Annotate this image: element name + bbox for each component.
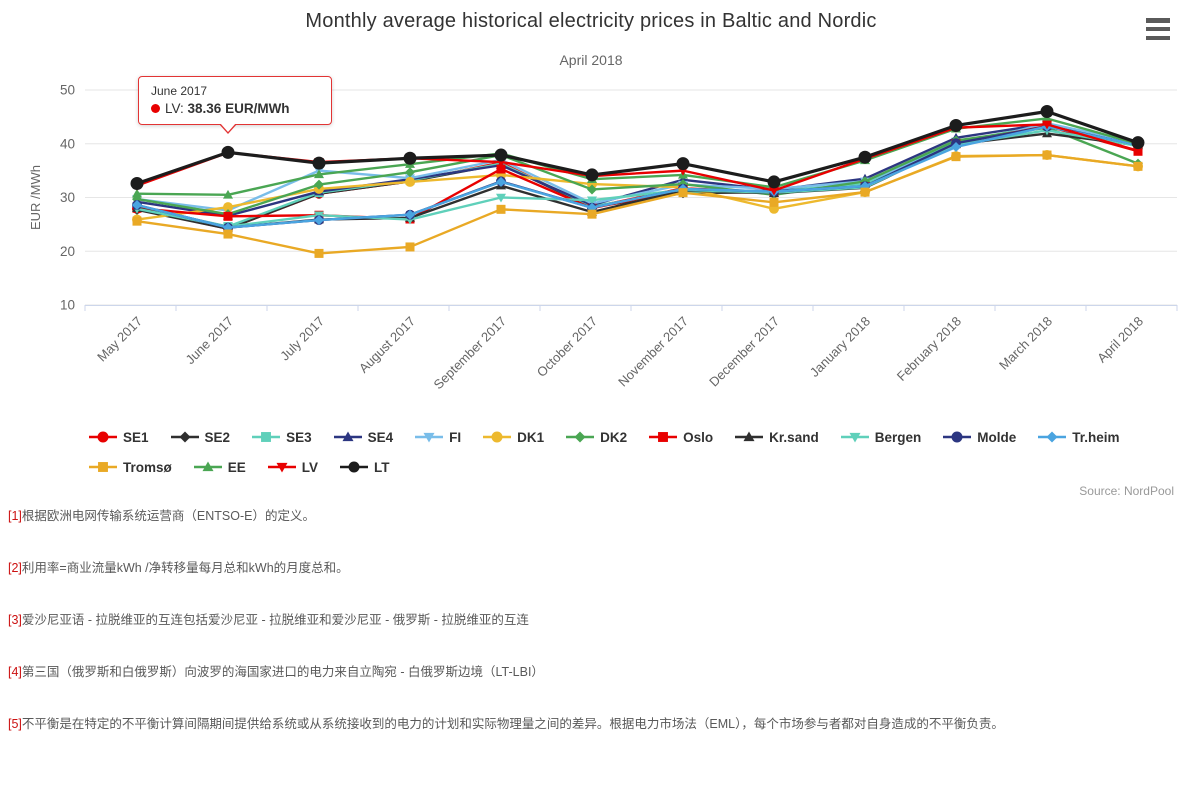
legend-item-trheim[interactable]: Tr.heim	[1037, 429, 1120, 445]
legend-marker-icon	[89, 431, 117, 443]
legend-label: SE2	[204, 429, 231, 445]
legend-item-krsand[interactable]: Kr.sand	[734, 429, 819, 445]
legend-item-dk1[interactable]: DK1	[482, 429, 544, 445]
legend-label: Oslo	[683, 429, 714, 445]
legend-item-lt[interactable]: LT	[339, 459, 390, 475]
series-Tromsø	[132, 150, 1143, 258]
source-credit: Source: NordPool	[1079, 484, 1174, 498]
legend-label: SE4	[367, 429, 394, 445]
legend-marker-icon	[89, 462, 117, 472]
legend-label: FI	[449, 429, 462, 445]
svg-text:50: 50	[60, 83, 75, 98]
legend-label: LT	[374, 459, 390, 475]
footnotes: [1]根据欧洲电网传输系统运营商（ENTSO-E）的定义。 [2]利用率=商业流…	[8, 507, 1174, 767]
legend-marker-icon	[1038, 431, 1067, 443]
svg-text:November 2017: November 2017	[615, 314, 691, 390]
svg-text:March 2018: March 2018	[996, 314, 1055, 373]
legend-marker-icon	[267, 462, 296, 473]
svg-text:February 2018: February 2018	[894, 314, 964, 384]
legend-marker-icon	[170, 431, 199, 443]
svg-text:April 2018: April 2018	[1094, 314, 1146, 366]
tooltip-value: 38.36 EUR/MWh	[187, 101, 290, 116]
svg-text:10: 10	[60, 298, 75, 313]
legend-item-bergen[interactable]: Bergen	[840, 429, 922, 445]
legend-item-dk2[interactable]: DK2	[565, 429, 627, 445]
legend-label: DK1	[517, 429, 545, 445]
legend-marker-icon	[193, 461, 222, 472]
legend-item-troms[interactable]: Tromsø	[88, 459, 172, 475]
legend-marker-icon	[483, 431, 512, 443]
legend-item-se1[interactable]: SE1	[88, 429, 149, 445]
svg-text:October 2017: October 2017	[534, 314, 600, 380]
tooltip-month: June 2017	[151, 84, 208, 98]
legend-label: Molde	[977, 429, 1017, 445]
legend-marker-icon	[340, 461, 369, 473]
svg-text:January 2018: January 2018	[807, 314, 873, 380]
footnote-3: [3]爱沙尼亚语 - 拉脱维亚的互连包括爱沙尼亚 - 拉脱维亚和爱沙尼亚 - 俄…	[8, 613, 529, 627]
legend-label: EE	[227, 459, 246, 475]
svg-text:30: 30	[60, 190, 75, 205]
series-dot-icon	[151, 104, 160, 113]
price-chart[interactable]: 10 20 30 40 50 May 2017 June 2017 July 2017 Augu…	[0, 0, 1182, 420]
chart-title: Monthly average historical electricity p…	[305, 10, 877, 32]
legend-marker-icon	[735, 431, 764, 442]
hamburger-menu-icon[interactable]	[1146, 17, 1172, 41]
svg-text:May 2017: May 2017	[94, 314, 145, 365]
legend-item-fi[interactable]: FI	[414, 429, 461, 445]
legend-marker-icon	[252, 432, 281, 442]
svg-text:EUR /MWh: EUR /MWh	[28, 165, 43, 230]
svg-text:August 2017: August 2017	[356, 314, 418, 376]
legend-label: LV	[301, 459, 319, 475]
legend-item-lv[interactable]: LV	[267, 459, 318, 475]
legend-label: Kr.sand	[769, 429, 819, 445]
legend-item-ee[interactable]: EE	[193, 459, 246, 475]
legend-item-se2[interactable]: SE2	[170, 429, 231, 445]
legend-item-se4[interactable]: SE4	[333, 429, 394, 445]
series-LT	[130, 105, 1145, 191]
legend-label: Tromsø	[123, 459, 172, 475]
legend-marker-icon	[649, 432, 678, 442]
legend-marker-icon	[415, 432, 444, 443]
svg-text:July 2017: July 2017	[277, 314, 327, 364]
legend-marker-icon	[840, 432, 869, 443]
legend-item-se3[interactable]: SE3	[251, 429, 312, 445]
svg-text:September 2017: September 2017	[431, 314, 510, 393]
legend-marker-icon	[566, 431, 595, 443]
legend-label: Tr.heim	[1072, 429, 1120, 445]
footnote-2: [2]利用率=商业流量kWh /净转移量每月总和kWh的月度总和。	[8, 561, 349, 575]
legend-item-oslo[interactable]: Oslo	[648, 429, 713, 445]
tooltip-series-label: LV:	[165, 101, 184, 116]
svg-text:June 2017: June 2017	[183, 314, 237, 368]
chart-subtitle: April 2018	[559, 52, 623, 68]
footnote-1: [1]根据欧洲电网传输系统运营商（ENTSO-E）的定义。	[8, 509, 315, 523]
legend-label: Bergen	[874, 429, 922, 445]
legend-item-molde[interactable]: Molde	[942, 429, 1016, 445]
legend: SE1 SE2 SE3 SE4 FI DK1 DK2 Oslo Kr.sand Bergen Mol…	[88, 429, 1180, 475]
svg-text:40: 40	[60, 136, 75, 151]
svg-text:December 2017: December 2017	[706, 314, 782, 390]
svg-text:20: 20	[60, 244, 75, 259]
tooltip-value-row: LV: 38.36 EUR/MWh	[151, 101, 319, 116]
legend-label: SE1	[123, 429, 149, 445]
legend-marker-icon	[943, 431, 972, 443]
legend-marker-icon	[333, 431, 362, 442]
footnote-4: [4]第三国（俄罗斯和白俄罗斯）向波罗的海国家进口的电力来自立陶宛 - 白俄罗斯…	[8, 665, 544, 679]
footnote-5: [5]不平衡是在特定的不平衡计算间隔期间提供给系统或从系统接收到的电力的计划和实…	[8, 717, 1004, 731]
chart-tooltip: June 2017 LV: 38.36 EUR/MWh	[138, 76, 332, 134]
legend-label: DK2	[600, 429, 628, 445]
legend-label: SE3	[286, 429, 312, 445]
